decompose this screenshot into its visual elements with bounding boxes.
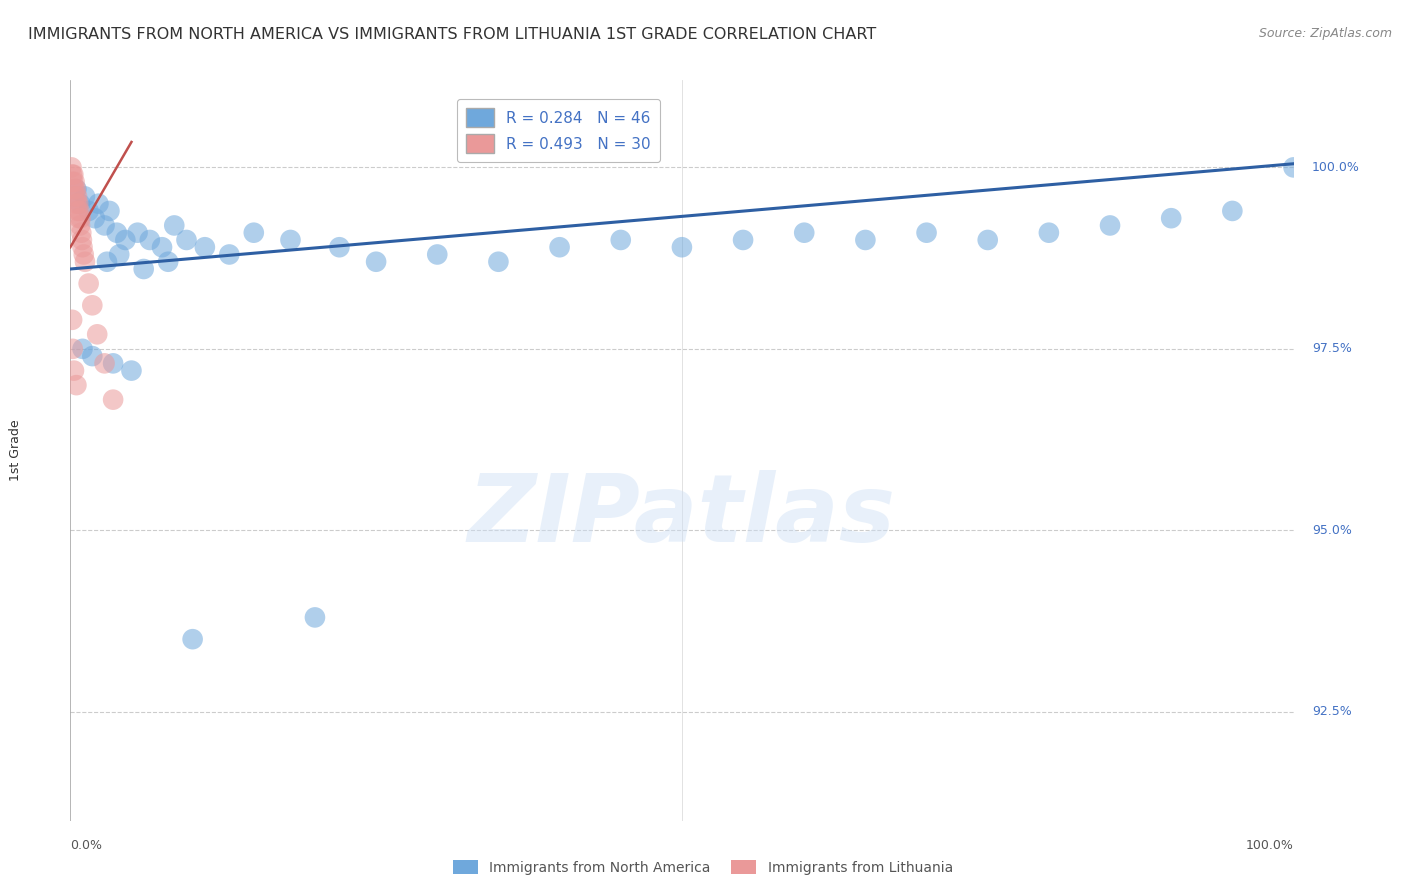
Point: [976, 233, 998, 247]
Point: [73, 247, 96, 261]
Point: [69, 196, 91, 211]
Point: [65, 182, 87, 196]
Point: [127, 226, 149, 240]
Point: [1038, 226, 1060, 240]
Point: [139, 233, 162, 247]
Point: [87, 196, 110, 211]
Point: [72, 240, 94, 254]
Point: [157, 254, 180, 268]
Point: [60, 313, 83, 327]
Point: [114, 233, 136, 247]
Point: [73, 189, 96, 203]
Point: [194, 240, 217, 254]
Point: [243, 226, 266, 240]
Legend: Immigrants from North America, Immigrants from Lithuania: Immigrants from North America, Immigrant…: [447, 855, 959, 880]
Point: [69, 203, 91, 218]
Point: [163, 219, 186, 233]
Point: [176, 233, 198, 247]
Point: [93, 356, 115, 370]
Point: [671, 240, 693, 254]
Point: [66, 203, 89, 218]
Point: [77, 203, 100, 218]
Point: [67, 211, 90, 226]
Point: [610, 233, 633, 247]
Point: [132, 262, 155, 277]
Point: [63, 182, 86, 196]
Point: [488, 254, 510, 268]
Point: [98, 203, 121, 218]
Point: [855, 233, 877, 247]
Point: [83, 211, 105, 226]
Point: [65, 196, 87, 211]
Point: [73, 254, 96, 268]
Point: [793, 226, 815, 240]
Point: [96, 254, 118, 268]
Text: 100.0%: 100.0%: [1246, 838, 1294, 852]
Point: [69, 211, 91, 226]
Text: 92.5%: 92.5%: [1312, 706, 1351, 718]
Point: [548, 240, 571, 254]
Point: [915, 226, 938, 240]
Point: [218, 247, 240, 261]
Point: [1220, 203, 1243, 218]
Point: [69, 219, 91, 233]
Point: [70, 226, 93, 240]
Point: [105, 226, 128, 240]
Text: Source: ZipAtlas.com: Source: ZipAtlas.com: [1258, 27, 1392, 40]
Point: [65, 182, 87, 196]
Text: 0.0%: 0.0%: [70, 838, 103, 852]
Point: [63, 363, 86, 377]
Point: [67, 196, 90, 211]
Point: [86, 327, 108, 342]
Point: [108, 247, 131, 261]
Point: [66, 189, 89, 203]
Point: [72, 342, 94, 356]
Point: [77, 277, 100, 291]
Point: [733, 233, 755, 247]
Text: IMMIGRANTS FROM NORTH AMERICA VS IMMIGRANTS FROM LITHUANIA 1ST GRADE CORRELATION: IMMIGRANTS FROM NORTH AMERICA VS IMMIGRA…: [28, 27, 876, 42]
Text: 95.0%: 95.0%: [1312, 524, 1351, 537]
Text: 100.0%: 100.0%: [1312, 161, 1360, 174]
Point: [62, 168, 84, 182]
Point: [82, 298, 104, 312]
Point: [101, 356, 124, 370]
Point: [1282, 161, 1305, 175]
Point: [1099, 219, 1122, 233]
Point: [101, 392, 124, 407]
Point: [65, 378, 87, 392]
Point: [426, 247, 449, 261]
Point: [181, 632, 204, 647]
Legend: R = 0.284   N = 46, R = 0.493   N = 30: R = 0.284 N = 46, R = 0.493 N = 30: [457, 99, 659, 162]
Point: [70, 233, 93, 247]
Text: ZIPatlas: ZIPatlas: [468, 470, 896, 562]
Point: [60, 161, 83, 175]
Point: [328, 240, 350, 254]
Point: [280, 233, 302, 247]
Point: [304, 610, 326, 624]
Point: [150, 240, 173, 254]
Point: [1160, 211, 1182, 226]
Text: 97.5%: 97.5%: [1312, 343, 1351, 355]
Point: [62, 175, 84, 189]
Point: [63, 189, 86, 203]
Point: [93, 219, 115, 233]
Point: [366, 254, 388, 268]
Text: 1st Grade: 1st Grade: [8, 419, 21, 482]
Point: [82, 349, 104, 363]
Point: [62, 342, 84, 356]
Point: [63, 175, 86, 189]
Point: [121, 363, 143, 377]
Point: [60, 168, 83, 182]
